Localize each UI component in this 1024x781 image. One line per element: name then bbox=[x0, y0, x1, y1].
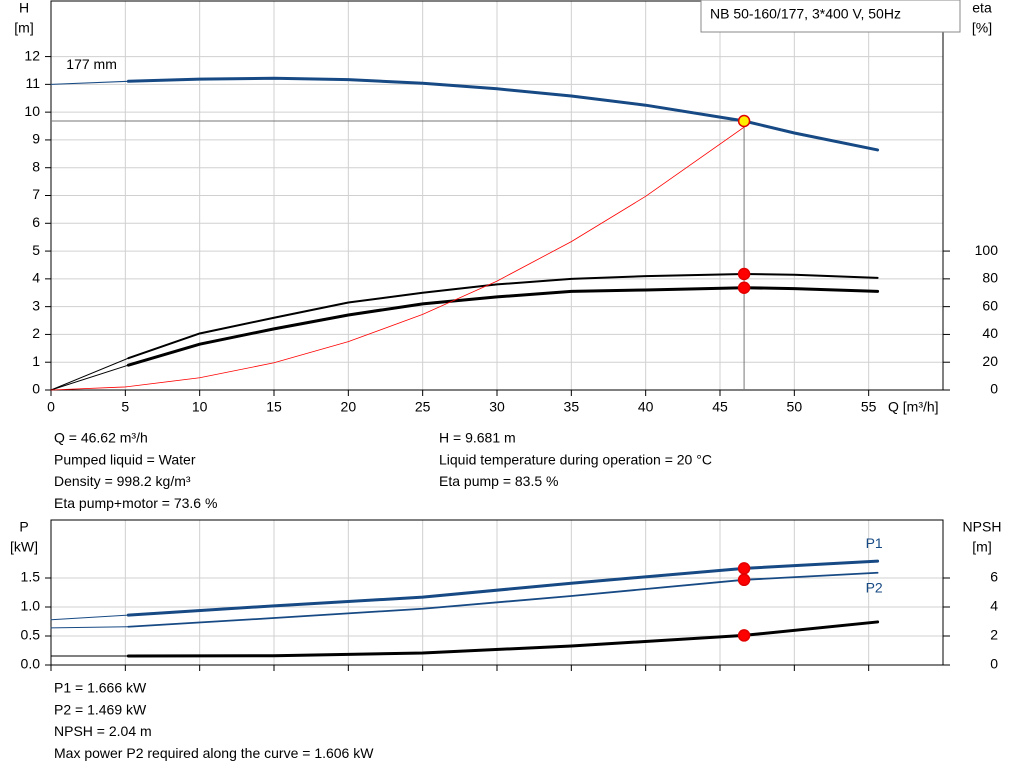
y-axis-label: H bbox=[19, 0, 29, 16]
curve bbox=[50, 364, 129, 391]
operating-point bbox=[737, 281, 751, 294]
operating-point bbox=[737, 573, 751, 587]
y-tick-label: 0.0 bbox=[21, 656, 41, 672]
curve-label: P1 bbox=[866, 535, 883, 551]
y2-axis-label: eta bbox=[972, 0, 992, 16]
info-text: Eta pump = 83.5 % bbox=[439, 473, 558, 489]
y-tick-label: 1.0 bbox=[21, 598, 41, 614]
operating-point bbox=[737, 629, 751, 642]
curve-label: P2 bbox=[866, 579, 883, 595]
y2-tick-label: 60 bbox=[982, 297, 998, 313]
info-text: P2 = 1.469 kW bbox=[54, 701, 147, 717]
y-tick-label: 3 bbox=[32, 297, 40, 313]
y-axis-unit: [m] bbox=[14, 20, 33, 36]
info-text: Max power P2 required along the curve = … bbox=[54, 745, 374, 761]
plot-frame bbox=[50, 0, 944, 391]
y-tick-label: 10 bbox=[24, 103, 40, 119]
curve bbox=[126, 620, 880, 658]
y-tick-label: 6 bbox=[32, 214, 40, 230]
y-tick-label: 1.5 bbox=[21, 569, 41, 585]
y-tick-label: 4 bbox=[32, 270, 40, 286]
x-tick-label: 5 bbox=[121, 399, 129, 415]
x-tick-label: 25 bbox=[415, 399, 431, 415]
y-axis-label: P bbox=[19, 519, 28, 535]
info-text: H = 9.681 m bbox=[439, 430, 516, 446]
x-tick-label: 50 bbox=[787, 399, 803, 415]
y-tick-label: 11 bbox=[25, 75, 40, 91]
info-text: Eta pump+motor = 73.6 % bbox=[54, 495, 217, 511]
curve bbox=[50, 126, 745, 391]
y2-axis-unit: [m] bbox=[972, 539, 991, 555]
x-tick-label: 55 bbox=[861, 399, 877, 415]
x-tick-label: 40 bbox=[638, 399, 654, 415]
curve bbox=[50, 614, 129, 621]
x-tick-label: 35 bbox=[564, 399, 580, 415]
y-tick-label: 5 bbox=[32, 242, 40, 258]
y2-tick-label: 4 bbox=[990, 598, 998, 614]
info-text: Pumped liquid = Water bbox=[54, 451, 196, 467]
y-axis-unit: [kW] bbox=[10, 539, 38, 555]
y2-tick-label: 20 bbox=[982, 353, 998, 369]
info-text: P1 = 1.666 kW bbox=[54, 680, 147, 696]
y-tick-label: 7 bbox=[32, 186, 40, 202]
y2-axis-label: NPSH bbox=[963, 519, 1002, 535]
plot-frame bbox=[50, 519, 944, 666]
curve bbox=[50, 357, 129, 391]
operating-point bbox=[737, 114, 751, 128]
curve bbox=[50, 80, 129, 85]
y2-tick-label: 2 bbox=[990, 627, 998, 643]
x-tick-label: 30 bbox=[489, 399, 505, 415]
y-tick-label: 0.5 bbox=[21, 627, 41, 643]
x-tick-label: 15 bbox=[266, 399, 282, 415]
y-tick-label: 1 bbox=[32, 353, 40, 369]
y-tick-label: 2 bbox=[32, 325, 40, 341]
y-tick-label: 8 bbox=[32, 158, 40, 174]
info-text: Q = 46.62 m³/h bbox=[54, 430, 148, 446]
y2-tick-label: 0 bbox=[990, 656, 998, 672]
chart-title: NB 50-160/177, 3*400 V, 50Hz bbox=[710, 6, 901, 22]
curve bbox=[126, 286, 880, 367]
y2-tick-label: 40 bbox=[982, 325, 998, 341]
operating-point bbox=[737, 562, 751, 575]
info-text: Density = 998.2 kg/m³ bbox=[54, 473, 191, 489]
curve bbox=[50, 626, 129, 629]
y-tick-label: 9 bbox=[32, 131, 40, 147]
curve-label: 177 mm bbox=[66, 56, 117, 72]
y2-tick-label: 80 bbox=[982, 270, 998, 286]
curve bbox=[126, 76, 880, 152]
curve bbox=[127, 571, 879, 628]
x-tick-label: 10 bbox=[192, 399, 208, 415]
curve bbox=[127, 272, 879, 360]
y2-tick-label: 100 bbox=[975, 242, 999, 258]
x-tick-label: 20 bbox=[341, 399, 357, 415]
y2-axis-unit: [%] bbox=[972, 20, 992, 36]
x-axis-label: Q [m³/h] bbox=[888, 399, 939, 415]
operating-point bbox=[737, 267, 751, 281]
info-text: NPSH = 2.04 m bbox=[54, 723, 152, 739]
y2-tick-label: 6 bbox=[990, 569, 998, 585]
info-text: Liquid temperature during operation = 20… bbox=[439, 451, 712, 467]
curve bbox=[126, 559, 880, 617]
x-tick-label: 45 bbox=[712, 399, 728, 415]
y2-tick-label: 0 bbox=[990, 381, 998, 397]
title-box bbox=[700, 0, 961, 33]
x-tick-label: 0 bbox=[47, 399, 55, 415]
y-tick-label: 0 bbox=[32, 381, 40, 397]
y-tick-label: 12 bbox=[24, 47, 40, 63]
